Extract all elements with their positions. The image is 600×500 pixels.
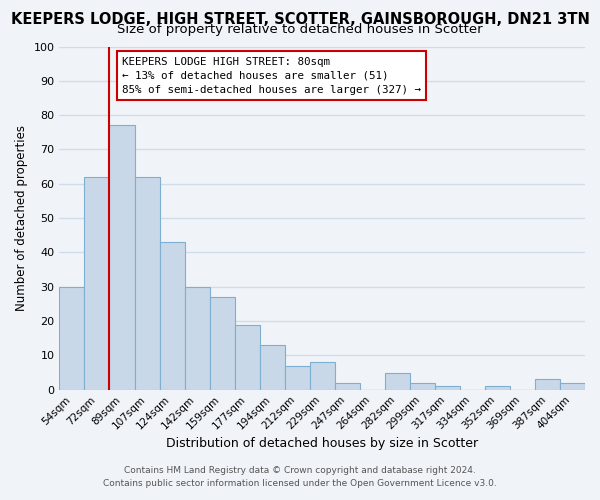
Bar [310,362,335,390]
Text: KEEPERS LODGE HIGH STREET: 80sqm
← 13% of detached houses are smaller (51)
85% o: KEEPERS LODGE HIGH STREET: 80sqm ← 13% o… [122,57,421,95]
Bar [209,297,235,390]
Bar [134,177,160,390]
Text: Contains HM Land Registry data © Crown copyright and database right 2024.
Contai: Contains HM Land Registry data © Crown c… [103,466,497,487]
Bar [85,177,109,390]
Bar [385,372,410,390]
X-axis label: Distribution of detached houses by size in Scotter: Distribution of detached houses by size … [166,437,478,450]
Bar [485,386,510,390]
Bar [335,383,360,390]
Bar [235,324,260,390]
Text: Size of property relative to detached houses in Scotter: Size of property relative to detached ho… [117,22,483,36]
Bar [260,345,284,390]
Bar [59,287,85,390]
Bar [284,366,310,390]
Bar [560,383,585,390]
Bar [160,242,185,390]
Bar [109,126,134,390]
Bar [185,287,209,390]
Bar [410,383,435,390]
Bar [535,380,560,390]
Bar [435,386,460,390]
Text: KEEPERS LODGE, HIGH STREET, SCOTTER, GAINSBOROUGH, DN21 3TN: KEEPERS LODGE, HIGH STREET, SCOTTER, GAI… [11,12,589,28]
Y-axis label: Number of detached properties: Number of detached properties [15,125,28,311]
